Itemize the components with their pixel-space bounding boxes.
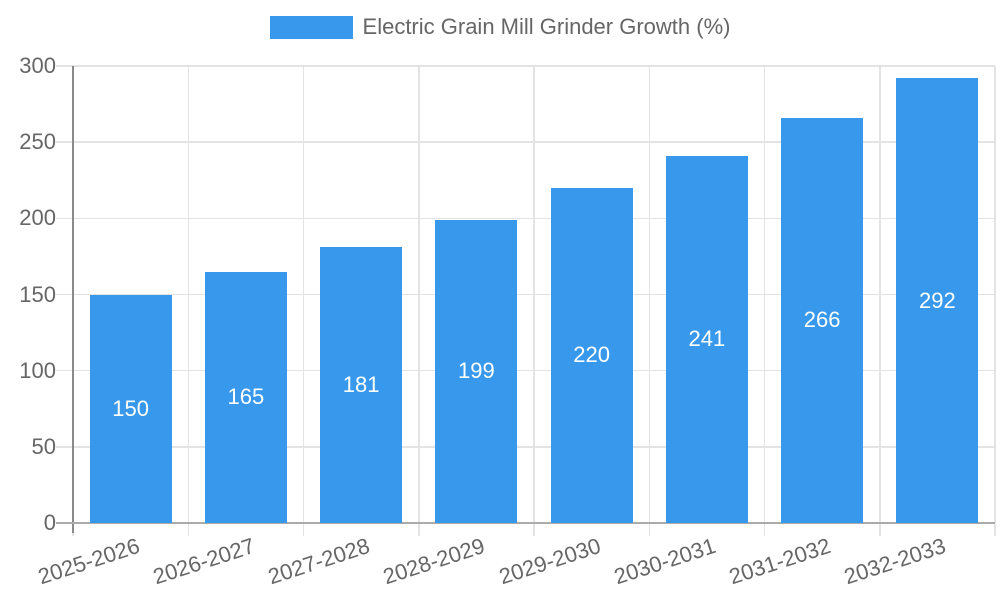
y-tick-label: 150 — [19, 281, 56, 307]
bar[interactable]: 150 — [89, 294, 172, 523]
bar[interactable]: 266 — [781, 117, 864, 523]
y-tick-mark — [56, 446, 73, 448]
y-axis-line — [72, 66, 74, 533]
x-tick-mark — [763, 524, 766, 536]
x-gridline — [994, 66, 996, 523]
x-gridline — [418, 66, 420, 523]
y-tick-mark — [56, 293, 73, 296]
bar[interactable]: 241 — [665, 155, 748, 523]
x-tick-label: 2029-2030 — [495, 533, 604, 590]
x-tick-label: 2026-2027 — [149, 533, 258, 590]
x-tick-mark — [533, 524, 535, 536]
x-tick-mark — [187, 524, 189, 536]
x-tick-mark — [302, 524, 305, 536]
y-tick-mark — [56, 65, 73, 67]
x-gridline — [302, 66, 305, 523]
y-tick-label: 250 — [19, 129, 56, 155]
bar-value-label: 220 — [573, 342, 610, 368]
x-gridline — [879, 66, 881, 523]
bar[interactable]: 220 — [550, 187, 633, 523]
x-tick-label: 2025-2026 — [34, 533, 143, 590]
bar-value-label: 241 — [688, 326, 726, 352]
x-gridline — [187, 66, 189, 523]
x-axis-line — [56, 522, 995, 524]
y-tick-mark — [56, 217, 73, 220]
x-tick-label: 2028-2029 — [380, 533, 489, 590]
x-tick-label: 2031-2032 — [726, 533, 834, 590]
y-tick-mark — [56, 141, 73, 143]
bar[interactable]: 165 — [204, 271, 287, 523]
y-tick-label: 200 — [19, 205, 56, 231]
x-gridline — [533, 66, 535, 523]
x-gridline — [648, 66, 650, 523]
legend: Electric Grain Mill Grinder Growth (%) — [0, 14, 1000, 40]
y-tick-label: 300 — [19, 53, 56, 78]
y-tick-label: 100 — [19, 357, 56, 383]
bar[interactable]: 199 — [435, 219, 518, 523]
y-tick-label: 50 — [31, 433, 56, 459]
y-tick-mark — [56, 369, 73, 372]
bar-value-label: 150 — [112, 395, 149, 421]
x-tick-mark — [648, 524, 650, 536]
bar-value-label: 165 — [227, 384, 265, 410]
x-tick-label: 2030-2031 — [610, 533, 719, 590]
bar[interactable]: 292 — [896, 78, 979, 523]
x-tick-label: 2032-2033 — [841, 533, 950, 590]
y-tick-label: 0 — [43, 510, 56, 535]
x-tick-mark — [879, 524, 881, 536]
bar-value-label: 266 — [803, 307, 841, 333]
x-gridline — [763, 66, 766, 523]
x-tick-mark — [418, 524, 420, 536]
legend-label: Electric Grain Mill Grinder Growth (%) — [362, 14, 731, 39]
legend-swatch — [269, 15, 353, 39]
x-tick-mark — [994, 524, 996, 536]
x-tick-label: 2027-2028 — [265, 533, 373, 590]
bar-value-label: 199 — [458, 358, 495, 384]
bar[interactable]: 181 — [320, 247, 403, 523]
bar-value-label: 181 — [342, 372, 380, 398]
bar-value-label: 292 — [919, 287, 956, 313]
